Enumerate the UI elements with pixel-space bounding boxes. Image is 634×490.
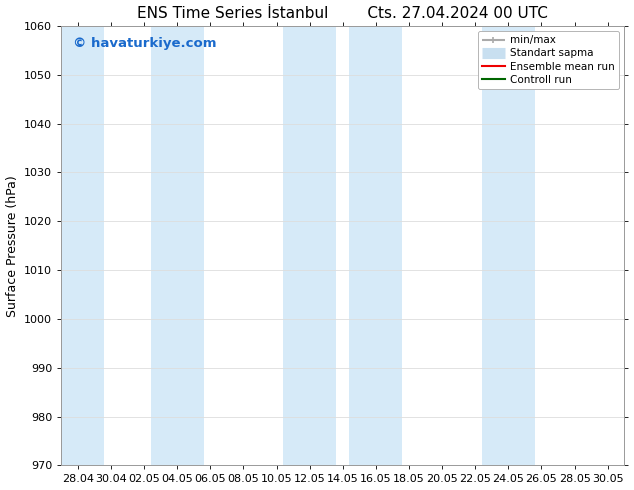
Title: ENS Time Series İstanbul        Cts. 27.04.2024 00 UTC: ENS Time Series İstanbul Cts. 27.04.2024… [138,5,548,21]
Text: © havaturkiye.com: © havaturkiye.com [72,37,216,50]
Legend: min/max, Standart sapma, Ensemble mean run, Controll run: min/max, Standart sapma, Ensemble mean r… [478,31,619,89]
Y-axis label: Surface Pressure (hPa): Surface Pressure (hPa) [6,175,18,317]
Bar [482,26,535,466]
Bar [349,26,403,466]
Bar [283,26,336,466]
Bar [51,26,105,466]
Bar [151,26,204,466]
